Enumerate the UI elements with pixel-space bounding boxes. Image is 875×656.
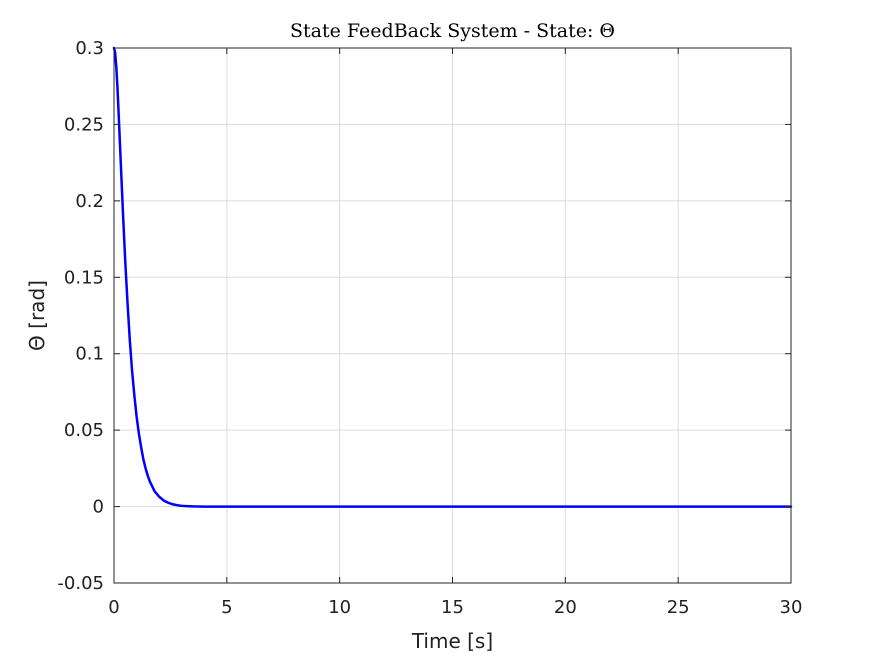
y-tick-label: 0.2 [75, 191, 104, 212]
x-axis-label: Time [s] [411, 629, 493, 653]
y-tick-labels: -0.05 0 0.05 0.1 0.15 0.2 0.25 0.3 [57, 38, 104, 594]
series-group [112, 46, 793, 508]
x-tick-label: 30 [780, 597, 803, 618]
y-tick-label: -0.05 [57, 573, 104, 594]
y-axis-label: Θ [rad] [25, 280, 49, 351]
tick-marks [113, 47, 792, 584]
y-tick-label: 0.3 [75, 38, 104, 59]
x-tick-label: 20 [554, 597, 577, 618]
y-tick-label: 0.15 [64, 267, 104, 288]
x-tick-labels: 0 5 10 15 20 25 30 [108, 597, 802, 618]
y-tick-label: 0.1 [75, 344, 104, 365]
series-line [112, 46, 793, 508]
x-tick-label: 25 [667, 597, 690, 618]
x-tick-label: 15 [441, 597, 464, 618]
x-tick-label: 0 [108, 597, 119, 618]
x-tick-label: 10 [328, 597, 351, 618]
y-tick-label: 0.05 [64, 420, 104, 441]
y-tick-label: 0.25 [64, 114, 104, 135]
chart-title: State FeedBack System - State: Θ [290, 20, 615, 42]
y-tick-label: 0 [93, 497, 104, 518]
x-tick-label: 5 [221, 597, 232, 618]
